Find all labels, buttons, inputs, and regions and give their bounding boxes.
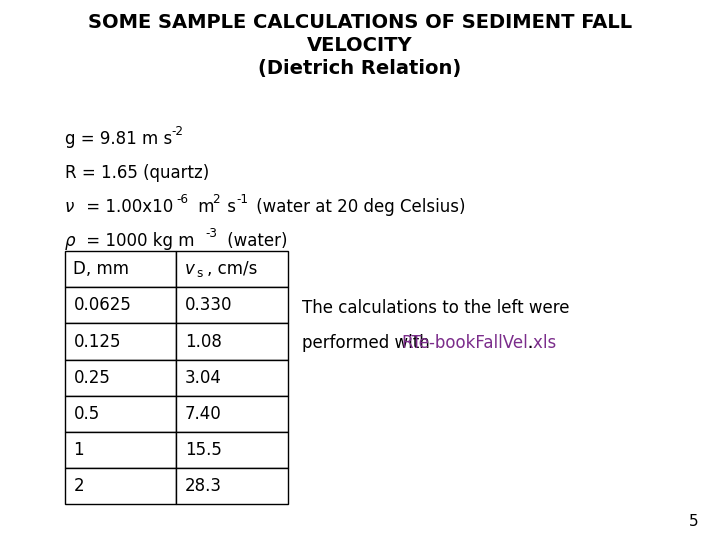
Text: = 1.00x10: = 1.00x10 [81, 198, 173, 215]
Text: R = 1.65 (quartz): R = 1.65 (quartz) [65, 164, 209, 181]
Text: 28.3: 28.3 [185, 477, 222, 495]
Text: ρ: ρ [65, 232, 76, 249]
Text: The calculations to the left were: The calculations to the left were [302, 299, 570, 317]
Bar [65, 287, 176, 323]
Bar [176, 432, 288, 468]
Text: 15.5: 15.5 [185, 441, 222, 459]
Text: 1: 1 [73, 441, 84, 459]
Text: -3: -3 [205, 227, 217, 240]
Text: .: . [528, 334, 533, 352]
Text: (water): (water) [222, 232, 287, 249]
Text: -1: -1 [236, 193, 248, 206]
Text: -6: -6 [176, 193, 189, 206]
Text: m: m [193, 198, 215, 215]
Bar [65, 432, 176, 468]
Text: 0.5: 0.5 [73, 405, 99, 423]
Bar [176, 251, 288, 287]
Text: 7.40: 7.40 [185, 405, 222, 423]
Text: 1.08: 1.08 [185, 333, 222, 350]
Text: (water at 20 deg Celsius): (water at 20 deg Celsius) [251, 198, 465, 215]
Text: -2: -2 [171, 125, 184, 138]
Bar [65, 468, 176, 504]
Bar [65, 396, 176, 432]
Bar [176, 468, 288, 504]
Text: 0.125: 0.125 [73, 333, 121, 350]
Bar [65, 360, 176, 396]
Bar [65, 323, 176, 360]
Bar [176, 287, 288, 323]
Text: 2: 2 [212, 193, 220, 206]
Text: VELOCITY: VELOCITY [307, 36, 413, 55]
Bar [176, 360, 288, 396]
Text: s: s [197, 267, 203, 280]
Bar [176, 323, 288, 360]
Text: ν: ν [65, 198, 74, 215]
Text: 0.0625: 0.0625 [73, 296, 131, 314]
Text: s: s [222, 198, 235, 215]
Text: v: v [185, 260, 195, 278]
Text: performed with: performed with [302, 334, 436, 352]
Bar [65, 251, 176, 287]
Text: = 1000 kg m: = 1000 kg m [81, 232, 194, 249]
Bar [176, 396, 288, 432]
Text: g = 9.81 m s: g = 9.81 m s [65, 130, 172, 147]
Text: 0.330: 0.330 [185, 296, 233, 314]
Text: 3.04: 3.04 [185, 369, 222, 387]
Text: (Dietrich Relation): (Dietrich Relation) [258, 59, 462, 78]
Text: RTe-bookFallVel.xls: RTe-bookFallVel.xls [402, 334, 557, 352]
Text: D, mm: D, mm [73, 260, 130, 278]
Text: 0.25: 0.25 [73, 369, 110, 387]
Text: SOME SAMPLE CALCULATIONS OF SEDIMENT FALL: SOME SAMPLE CALCULATIONS OF SEDIMENT FAL… [88, 14, 632, 32]
Text: 5: 5 [689, 514, 698, 529]
Text: 2: 2 [73, 477, 84, 495]
Text: , cm/s: , cm/s [207, 260, 257, 278]
